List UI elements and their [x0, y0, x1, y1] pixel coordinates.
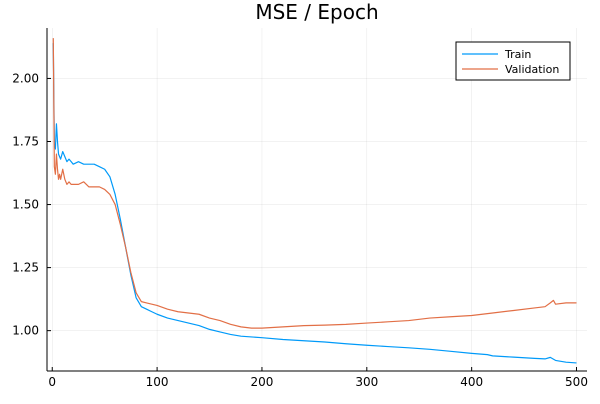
- chart-title: MSE / Epoch: [255, 0, 378, 24]
- x-tick-label: 300: [355, 375, 378, 389]
- legend-label-train: Train: [504, 48, 531, 61]
- x-tick-label: 100: [146, 375, 169, 389]
- legend-box: [455, 41, 571, 81]
- series-layer: [52, 38, 577, 364]
- y-tick-label: 2.00: [12, 71, 39, 85]
- validation-series-line: [52, 38, 577, 329]
- tick-label-layer: 0 100 200 300 400 500 1.00 1.25 1.50 1.75 2.00: [12, 71, 588, 389]
- x-tick-label: 200: [250, 375, 273, 389]
- legend: Train Validation: [455, 41, 571, 81]
- y-tick-label: 1.50: [12, 198, 39, 212]
- legend-label-validation: Validation: [505, 63, 559, 76]
- grid-layer: [47, 28, 587, 371]
- x-tick-label: 500: [565, 375, 588, 389]
- axis-layer: [46, 28, 587, 372]
- y-tick-label: 1.00: [12, 324, 39, 338]
- x-tick-label: 0: [48, 375, 56, 389]
- y-tick-label: 1.25: [12, 261, 39, 275]
- y-tick-label: 1.75: [12, 134, 39, 148]
- x-tick-label: 400: [460, 375, 483, 389]
- train-series-line: [52, 43, 577, 364]
